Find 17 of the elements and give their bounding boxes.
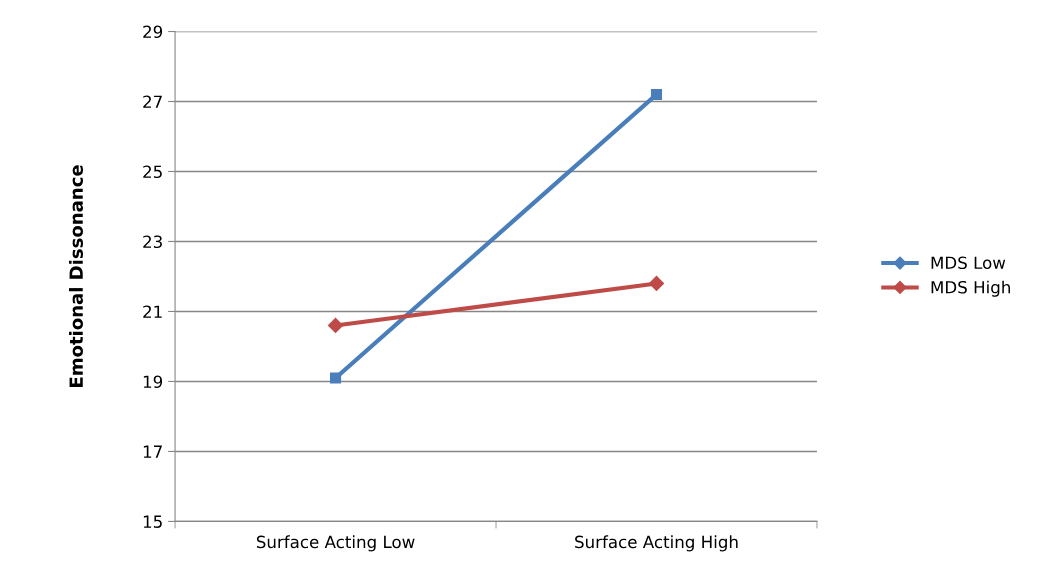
y-tick-label: 29 bbox=[143, 25, 163, 39]
y-axis-title: Emotional Dissonance bbox=[69, 165, 83, 387]
x-tick-label: Surface Acting Low bbox=[256, 535, 415, 552]
y-tick-label: 27 bbox=[143, 95, 162, 108]
y-tick-label: 25 bbox=[143, 165, 162, 179]
point bbox=[650, 88, 663, 101]
y-tick-label: 21 bbox=[143, 305, 162, 318]
y-tick-label: 15 bbox=[143, 515, 162, 528]
legend-label: MDS High bbox=[931, 280, 1010, 297]
x-tick-label: Surface Acting High bbox=[575, 535, 738, 552]
legend-label: MDS Low bbox=[931, 256, 1006, 270]
y-tick-label: 17 bbox=[143, 445, 162, 458]
point bbox=[329, 372, 342, 384]
y-tick-label: 23 bbox=[143, 235, 162, 249]
y-tick-label: 19 bbox=[143, 375, 163, 389]
point bbox=[327, 317, 344, 334]
point bbox=[648, 275, 665, 292]
